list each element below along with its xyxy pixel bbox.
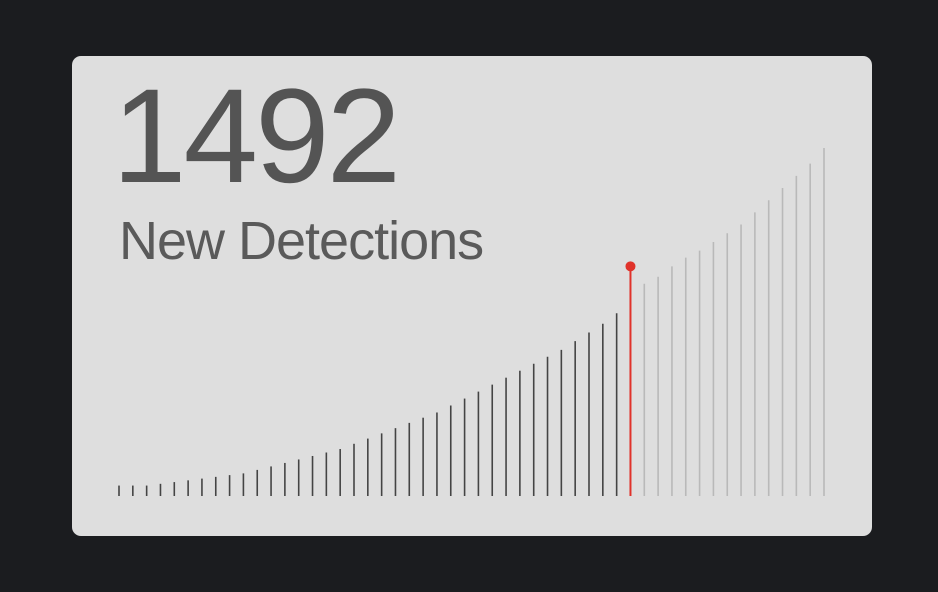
- metric-value: 1492: [112, 62, 401, 211]
- detections-bar-chart: [118, 148, 825, 496]
- current-marker-dot: [625, 261, 636, 272]
- metric-card: 1492 New Detections: [72, 56, 872, 536]
- metric-label: New Detections: [119, 211, 484, 271]
